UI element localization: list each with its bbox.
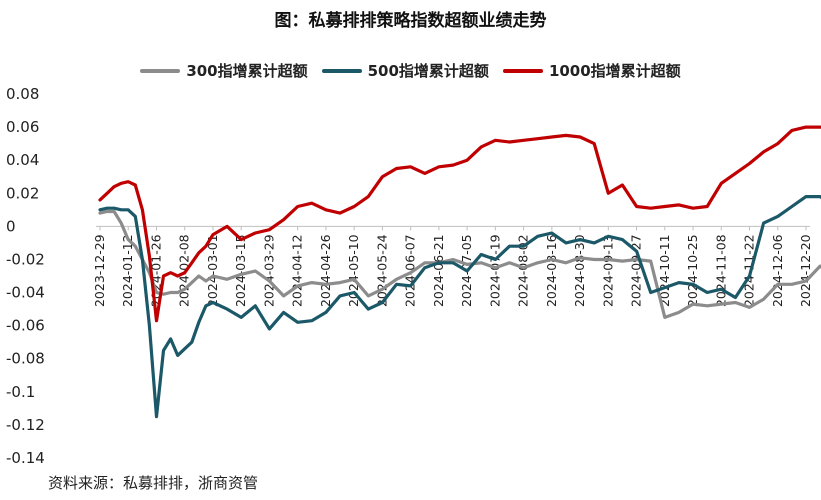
y-tick-label: -0.02 — [6, 250, 45, 268]
source-note: 资料来源：私募排排，浙商资管 — [48, 474, 259, 492]
x-tick-label: 2024-12-20 — [798, 234, 813, 307]
y-tick-label: 0.08 — [6, 85, 39, 103]
x-tick-label: 2023-12-29 — [92, 234, 107, 307]
y-tick-label: -0.1 — [6, 383, 35, 401]
x-tick-label: 2024-04-12 — [290, 234, 305, 307]
x-tick-label: 2024-08-16 — [544, 234, 559, 307]
x-tick-label: 2024-03-29 — [261, 234, 276, 307]
x-tick-label: 2024-07-19 — [487, 234, 502, 307]
legend-item-300: 300指增累计超额 — [140, 60, 308, 81]
series-line-1 — [98, 195, 821, 419]
x-tick-label: 2024-11-08 — [713, 234, 728, 307]
x-tick-label: 2024-05-10 — [346, 234, 361, 307]
x-axis: 2023-12-29 2024-01-12 2024-01-26 2024-02-08… — [92, 225, 813, 307]
y-tick-label: 0.02 — [6, 184, 39, 202]
chart-legend: 300指增累计超额 500指增累计超额 1000指增累计超额 — [0, 60, 821, 81]
legend-swatch-1000 — [502, 68, 543, 73]
x-tick-label: 2024-01-12 — [120, 234, 135, 307]
x-tick-label: 2024-03-01 — [205, 234, 220, 307]
x-tick-label: 2024-09-27 — [629, 234, 644, 307]
legend-label-1000: 1000指增累计超额 — [548, 62, 681, 80]
y-tick-label: -0.08 — [6, 350, 45, 368]
y-tick-label: -0.14 — [6, 449, 45, 467]
x-tick-label: 2024-08-02 — [516, 234, 531, 307]
series-line-0 — [98, 209, 821, 319]
x-tick-label: 2024-06-21 — [431, 234, 446, 307]
x-tick-label: 2024-12-06 — [770, 234, 785, 307]
legend-item-1000: 1000指增累计超额 — [502, 60, 681, 81]
y-tick-label: 0.04 — [6, 151, 39, 169]
x-tick-label: 2024-10-25 — [685, 234, 700, 307]
y-tick-label: -0.04 — [6, 284, 45, 302]
legend-item-500: 500指增累计超额 — [321, 60, 489, 81]
series-line-2 — [98, 125, 821, 323]
y-tick-label: -0.12 — [6, 416, 45, 434]
y-tick-label: -0.06 — [6, 317, 45, 335]
chart-title: 图：私募排排策略指数超额业绩走势 — [274, 11, 547, 31]
x-tick-label: 2024-06-07 — [403, 234, 418, 307]
legend-label-300: 300指增累计超额 — [186, 62, 308, 80]
x-tick-label: 2024-09-13 — [600, 234, 615, 307]
legend-swatch-300 — [140, 68, 181, 73]
x-tick-label: 2024-04-26 — [318, 234, 333, 307]
y-axis: 0.08 0.06 0.04 0.02 0 -0.02 -0.04 -0.06 -0.08 -0.… — [6, 85, 45, 467]
x-tick-label: 2024-11-22 — [742, 234, 757, 307]
y-tick-label: 0 — [6, 217, 16, 235]
legend-label-500: 500指增累计超额 — [367, 62, 489, 80]
x-tick-label: 2024-08-30 — [572, 234, 587, 307]
legend-swatch-500 — [321, 68, 362, 73]
y-tick-label: 0.06 — [6, 118, 39, 136]
x-tick-label: 2024-03-15 — [233, 234, 248, 307]
plot-lines — [98, 125, 821, 419]
